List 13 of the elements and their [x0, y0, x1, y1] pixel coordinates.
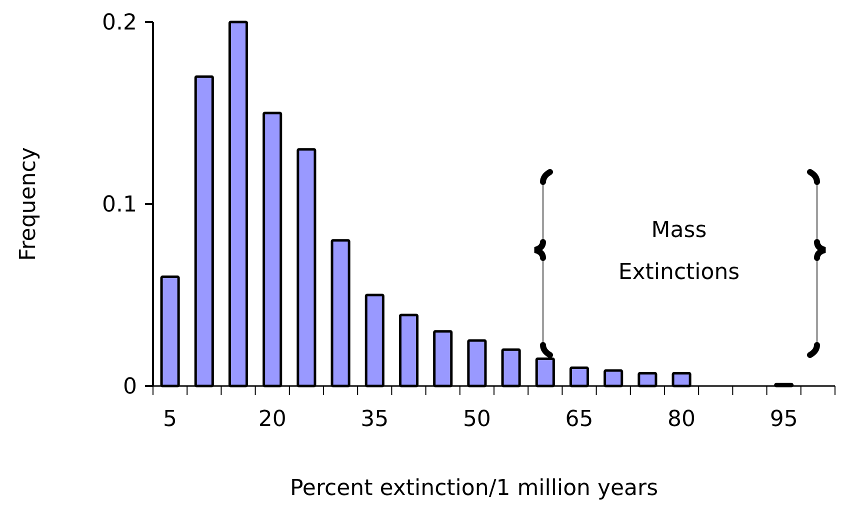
x-tick-label: 5 [163, 407, 178, 432]
x-tick-label: 50 [462, 407, 491, 432]
x-tick-label: 65 [565, 407, 594, 432]
y-tick-label: 0.1 [102, 192, 137, 218]
x-axis-title: Percent extinction/1 million years [290, 476, 658, 501]
y-axis-title: Frequency [16, 147, 41, 261]
y-tick-label: 0 [123, 374, 137, 400]
x-tick-label: 35 [360, 407, 389, 432]
x-tick-label: 20 [258, 407, 286, 432]
x-tick-label: 95 [770, 407, 798, 432]
x-tick-label: 80 [668, 407, 696, 432]
y-tick-label: 0.2 [102, 10, 137, 36]
annotation: Mass Extinctions [618, 218, 740, 285]
